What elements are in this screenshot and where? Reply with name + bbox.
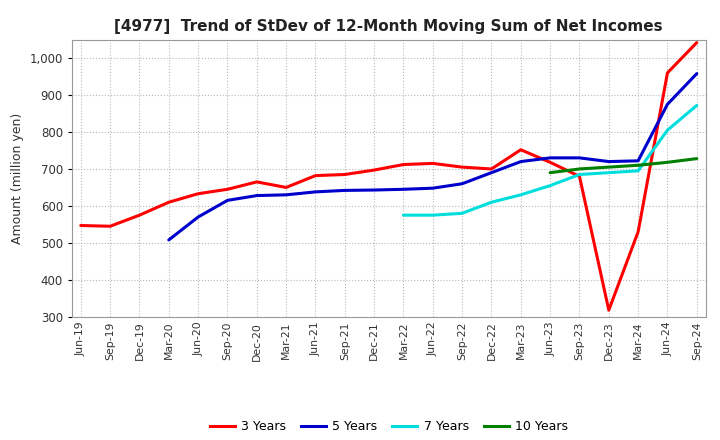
5 Years (311, 189, 320, 194)
5 Years (516, 159, 525, 164)
5 Years (575, 155, 584, 161)
3 Years (605, 308, 613, 313)
7 Years (605, 170, 613, 175)
5 Years (546, 155, 554, 161)
3 Years (106, 224, 114, 229)
7 Years (575, 172, 584, 177)
10 Years (634, 163, 642, 168)
3 Years (253, 179, 261, 184)
5 Years (399, 187, 408, 192)
3 Years (135, 213, 144, 218)
7 Years (546, 183, 554, 188)
3 Years (399, 162, 408, 167)
3 Years (663, 70, 672, 76)
10 Years (663, 160, 672, 165)
5 Years (605, 159, 613, 164)
7 Years (399, 213, 408, 218)
7 Years (693, 103, 701, 108)
7 Years (634, 168, 642, 173)
10 Years (605, 165, 613, 170)
7 Years (663, 128, 672, 133)
3 Years (575, 174, 584, 179)
5 Years (282, 192, 290, 198)
3 Years (546, 160, 554, 165)
Title: [4977]  Trend of StDev of 12-Month Moving Sum of Net Incomes: [4977] Trend of StDev of 12-Month Moving… (114, 19, 663, 34)
3 Years (76, 223, 85, 228)
3 Years (194, 191, 202, 196)
3 Years (311, 173, 320, 178)
5 Years (194, 214, 202, 220)
7 Years (487, 200, 496, 205)
7 Years (458, 211, 467, 216)
3 Years (516, 147, 525, 152)
5 Years (693, 71, 701, 76)
3 Years (693, 40, 701, 45)
5 Years (663, 102, 672, 107)
7 Years (428, 213, 437, 218)
10 Years (546, 170, 554, 175)
5 Years (341, 188, 349, 193)
3 Years (487, 166, 496, 172)
3 Years (370, 168, 379, 173)
3 Years (282, 185, 290, 190)
5 Years (458, 181, 467, 187)
Line: 7 Years: 7 Years (403, 106, 697, 215)
Line: 3 Years: 3 Years (81, 43, 697, 310)
3 Years (428, 161, 437, 166)
Line: 10 Years: 10 Years (550, 158, 697, 172)
5 Years (634, 158, 642, 164)
5 Years (370, 187, 379, 193)
Legend: 3 Years, 5 Years, 7 Years, 10 Years: 3 Years, 5 Years, 7 Years, 10 Years (204, 415, 573, 438)
5 Years (487, 170, 496, 175)
10 Years (693, 156, 701, 161)
5 Years (428, 186, 437, 191)
5 Years (253, 193, 261, 198)
5 Years (223, 198, 232, 203)
7 Years (516, 192, 525, 198)
3 Years (223, 187, 232, 192)
Y-axis label: Amount (million yen): Amount (million yen) (11, 113, 24, 244)
3 Years (634, 229, 642, 235)
10 Years (575, 166, 584, 172)
3 Years (164, 200, 173, 205)
5 Years (164, 237, 173, 242)
3 Years (458, 165, 467, 170)
Line: 5 Years: 5 Years (168, 73, 697, 240)
3 Years (341, 172, 349, 177)
